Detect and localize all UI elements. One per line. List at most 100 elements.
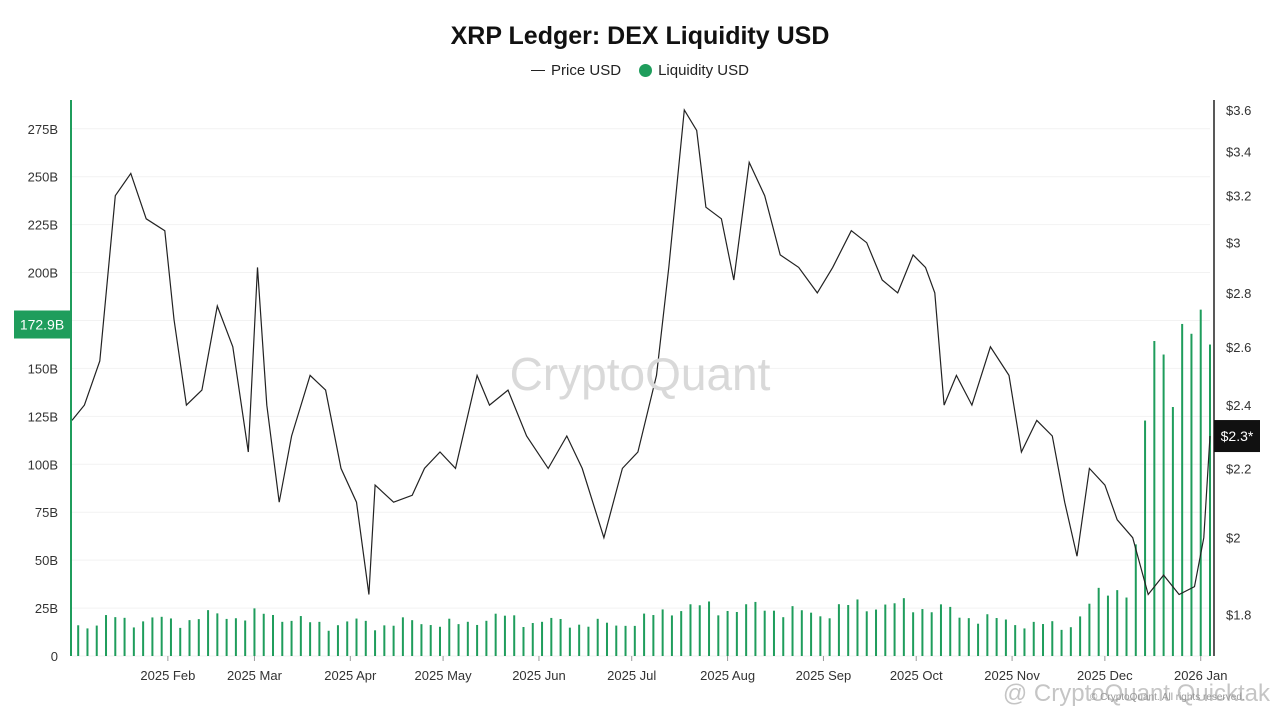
price-line-group (71, 108, 1211, 596)
liquidity-bar (884, 604, 887, 656)
liquidity-bar (735, 611, 738, 656)
liquidity-bar (476, 624, 479, 656)
liquidity-bar (550, 617, 553, 656)
liquidity-bar (1023, 628, 1026, 656)
liquidity-bar (188, 620, 191, 656)
liquidity-bar (429, 625, 432, 656)
liquidity-bar (763, 610, 766, 656)
liquidity-bar (949, 606, 952, 656)
axes: 025B50B75B100B125B150B175B200B225B250B27… (14, 100, 1260, 683)
liquidity-bar (290, 620, 293, 656)
liquidity-bar (1097, 587, 1100, 656)
right-tick-label: $3 (1226, 236, 1240, 251)
x-tick-label: 2025 Nov (984, 668, 1040, 683)
liquidity-bar (893, 603, 896, 656)
liquidity-bar (151, 617, 154, 656)
left-tick-label: 25B (35, 601, 58, 616)
right-tick-label: $3.2 (1226, 189, 1251, 204)
liquidity-bar (225, 618, 228, 656)
right-tick-label: $3.4 (1226, 145, 1251, 160)
x-tick-label: 2025 Oct (890, 668, 943, 683)
liquidity-bar (865, 611, 868, 656)
right-tick-label: $2.4 (1226, 398, 1251, 413)
liquidity-bar (810, 612, 813, 656)
liquidity-bar (902, 598, 905, 656)
liquidity-bar (939, 604, 942, 656)
right-tick-label: $1.8 (1226, 607, 1251, 622)
liquidity-bar (717, 615, 720, 656)
liquidity-bar (123, 617, 126, 656)
x-tick-label: 2025 Jun (512, 668, 566, 683)
liquidity-bar (1060, 629, 1063, 656)
legend-item-price[interactable]: Price USD (531, 62, 621, 79)
dot-swatch-icon (639, 64, 653, 77)
liquidity-bar (958, 617, 961, 656)
liquidity-bar (633, 625, 636, 656)
legend-item-liquidity[interactable]: Liquidity USD (639, 62, 749, 79)
liquidity-bar (541, 621, 544, 656)
liquidity-bar (819, 616, 822, 656)
liquidity-bar (930, 612, 933, 656)
liquidity-bar (262, 613, 265, 656)
left-tick-label: 275B (28, 122, 58, 137)
liquidity-bar (745, 604, 748, 656)
right-tick-label: $2.8 (1226, 286, 1251, 301)
liquidity-bar (160, 616, 163, 656)
liquidity-bar (680, 611, 683, 656)
liquidity-bar (336, 625, 339, 656)
liquidity-bar (197, 619, 200, 656)
liquidity-bar (1171, 407, 1174, 656)
liquidity-bar (559, 618, 562, 656)
liquidity-bar (364, 620, 367, 656)
liquidity-bar (355, 618, 358, 656)
legend-liquidity-label: Liquidity USD (658, 62, 749, 79)
grid (72, 128, 1210, 657)
liquidity-bar (587, 626, 590, 656)
liquidity-bar (1209, 344, 1211, 656)
liquidity-bar (318, 621, 321, 656)
liquidity-bar (912, 612, 915, 656)
liquidity-bar (986, 614, 989, 656)
liquidity-bar (142, 621, 145, 656)
liquidity-bar (1069, 627, 1072, 656)
liquidity-bar (179, 627, 182, 656)
liquidity-bar (299, 616, 302, 656)
liquidity-bar (921, 609, 924, 656)
liquidity-bar (1181, 323, 1184, 656)
liquidity-bar (485, 620, 488, 656)
liquidity-bar (1199, 309, 1202, 656)
left-tick-label: 75B (35, 505, 58, 520)
liquidity-bar (995, 618, 998, 656)
liquidity-bar (643, 613, 646, 656)
liquidity-bar (967, 618, 970, 656)
liquidity-bar (1106, 595, 1109, 656)
liquidity-bar (1125, 597, 1128, 656)
liquidity-bar (114, 617, 117, 656)
liquidity-bar (578, 624, 581, 656)
liquidity-bar (513, 615, 516, 656)
liquidity-bar (568, 627, 571, 656)
liquidity-bar (309, 622, 312, 656)
copyright: © CryptoQuant. All rights reserved. (1090, 692, 1245, 703)
liquidity-bar (847, 605, 850, 656)
liquidity-bar (77, 625, 80, 656)
liquidity-bar (791, 606, 794, 656)
left-tick-label: 200B (28, 266, 58, 281)
liquidity-bar (772, 610, 775, 656)
liquidity-bar (1144, 420, 1147, 656)
liquidity-bars (77, 309, 1211, 656)
bottom-watermark: @ CryptoQuant Quicktak (1002, 680, 1270, 707)
liquidity-bar (1079, 616, 1082, 656)
liquidity-bar (670, 615, 673, 656)
liquidity-bar (494, 613, 497, 656)
liquidity-bar (531, 623, 534, 656)
liquidity-bar (689, 604, 692, 656)
line-swatch-icon (531, 70, 546, 71)
liquidity-bar (1004, 619, 1007, 656)
liquidity-bar (86, 628, 89, 656)
liquidity-bar (1042, 624, 1045, 656)
right-tick-label: $2 (1226, 531, 1240, 546)
x-tick-label: 2025 Sep (796, 668, 852, 683)
liquidity-bar (605, 622, 608, 656)
